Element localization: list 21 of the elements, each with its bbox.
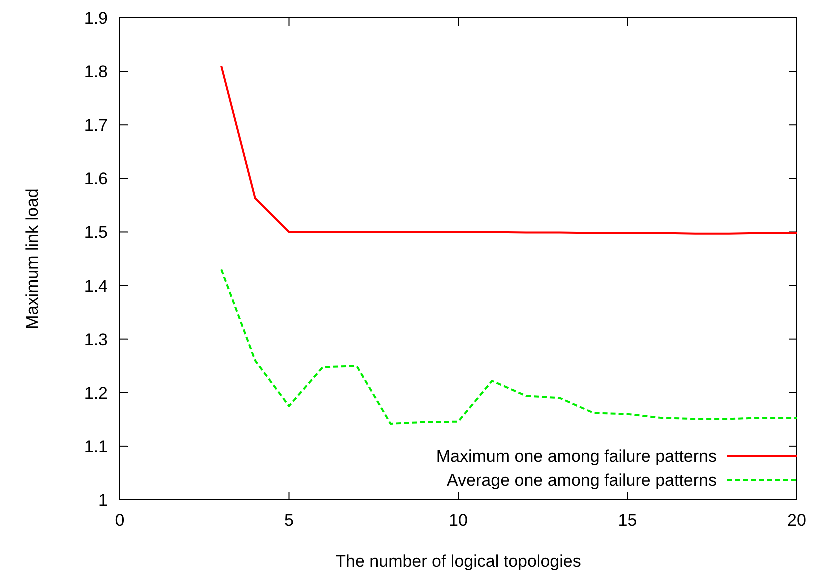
x-tick-label: 10	[449, 511, 468, 530]
y-tick-label: 1.6	[84, 170, 108, 189]
y-tick-label: 1.1	[84, 437, 108, 456]
y-tick-label: 1.9	[84, 9, 108, 28]
y-tick-label: 1.2	[84, 384, 108, 403]
y-tick-label: 1	[98, 491, 108, 510]
y-tick-label: 1.8	[84, 62, 108, 82]
x-tick-label: 15	[618, 511, 638, 530]
y-axis-title: Maximum link load	[23, 188, 42, 330]
x-tick-label: 0	[115, 511, 125, 530]
x-axis-title: The number of logical topologies	[336, 552, 582, 571]
y-tick-label: 1.4	[84, 276, 108, 296]
y-tick-label: 1.5	[84, 223, 108, 242]
x-tick-label: 5	[284, 511, 294, 530]
legend-label: Maximum one among failure patterns	[436, 447, 717, 466]
line-series	[220, 268, 798, 425]
legend-label: Average one among failure patterns	[447, 471, 717, 490]
line-series	[220, 65, 798, 235]
x-tick-label: 20	[788, 511, 806, 530]
y-tick-label: 1.3	[84, 330, 108, 350]
y-tick-label: 1.7	[84, 116, 108, 136]
